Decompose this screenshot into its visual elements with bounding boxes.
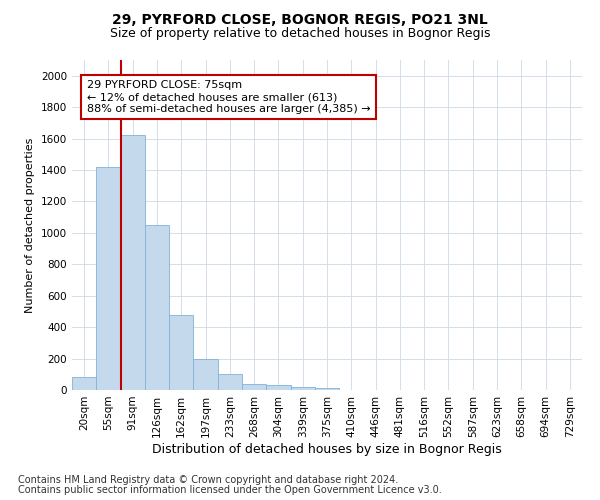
Text: Size of property relative to detached houses in Bognor Regis: Size of property relative to detached ho… <box>110 28 490 40</box>
Bar <box>315 388 339 390</box>
Bar <box>145 225 169 390</box>
Bar <box>121 136 145 390</box>
Bar <box>72 378 96 390</box>
Bar <box>242 384 266 390</box>
Y-axis label: Number of detached properties: Number of detached properties <box>25 138 35 312</box>
X-axis label: Distribution of detached houses by size in Bognor Regis: Distribution of detached houses by size … <box>152 442 502 456</box>
Text: 29 PYRFORD CLOSE: 75sqm
← 12% of detached houses are smaller (613)
88% of semi-d: 29 PYRFORD CLOSE: 75sqm ← 12% of detache… <box>86 80 370 114</box>
Bar <box>193 358 218 390</box>
Text: Contains public sector information licensed under the Open Government Licence v3: Contains public sector information licen… <box>18 485 442 495</box>
Bar <box>218 374 242 390</box>
Text: Contains HM Land Registry data © Crown copyright and database right 2024.: Contains HM Land Registry data © Crown c… <box>18 475 398 485</box>
Bar <box>290 387 315 390</box>
Text: 29, PYRFORD CLOSE, BOGNOR REGIS, PO21 3NL: 29, PYRFORD CLOSE, BOGNOR REGIS, PO21 3N… <box>112 12 488 26</box>
Bar <box>169 314 193 390</box>
Bar <box>266 386 290 390</box>
Bar <box>96 167 121 390</box>
